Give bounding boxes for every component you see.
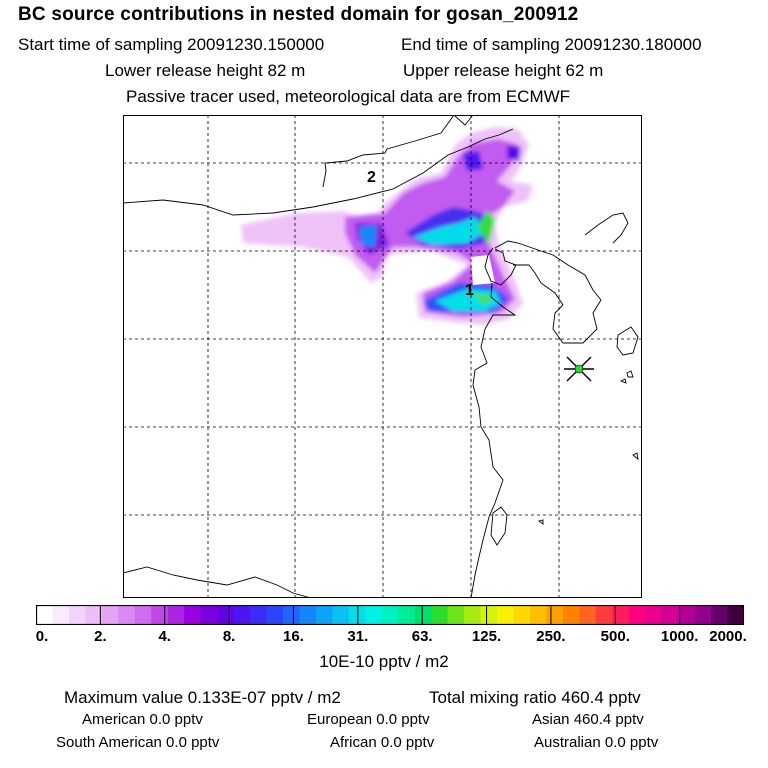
region-african: African 0.0 pptv	[330, 734, 435, 751]
upper-release-label: Upper release height 62 m	[403, 61, 604, 80]
colorbar-tick-label: 0.	[35, 628, 49, 645]
island-2	[619, 378, 627, 384]
plume-blue-north-2	[507, 145, 521, 161]
plume-green-south	[471, 293, 493, 305]
northeast-border	[453, 115, 474, 126]
colorbar-swatch	[250, 605, 268, 625]
colorbar-swatch	[299, 605, 317, 625]
clear-patch	[471, 255, 495, 285]
region-european: European 0.0 pptv	[307, 711, 430, 728]
colorbar-tick-label: 63.	[411, 628, 433, 645]
colorbar-swatch	[266, 605, 284, 625]
north-border	[322, 115, 455, 188]
colorbar-tick-label: 8.	[222, 628, 236, 645]
region-australian: Australian 0.0 pptv	[534, 734, 659, 751]
colorbar-unit: 10E-10 pptv / m2	[319, 652, 449, 671]
colorbar-swatch	[529, 605, 548, 625]
colorbar-swatch	[628, 605, 646, 625]
end-time-label: End time of sampling 20091230.180000	[401, 35, 702, 54]
region-south-american: South American 0.0 pptv	[56, 734, 220, 751]
colorbar-swatch	[282, 605, 301, 625]
map-border	[123, 115, 642, 598]
colorbar-swatch	[513, 605, 531, 625]
colorbar-swatch	[711, 605, 729, 625]
colorbar-swatch	[546, 605, 564, 625]
colorbar-swatch	[184, 605, 202, 625]
colorbar-swatch	[447, 605, 465, 625]
start-time-label: Start time of sampling 20091230.150000	[18, 35, 325, 54]
colorbar-tick-label: 250.	[536, 628, 566, 645]
colorbar-swatch	[217, 605, 235, 625]
map-grid	[123, 115, 642, 598]
map-plot: 1 2	[123, 115, 642, 598]
colorbar-swatch	[431, 605, 449, 625]
colorbar-swatch	[661, 605, 679, 625]
colorbar-swatch	[200, 605, 218, 625]
colorbar-tick-label: 500.	[600, 628, 630, 645]
taiwan	[490, 506, 508, 546]
colorbar-swatch	[36, 605, 54, 625]
colorbar-swatch	[381, 605, 399, 625]
colorbar-swatch	[595, 605, 613, 625]
colorbar-swatch	[118, 605, 136, 625]
colorbar-swatch	[365, 605, 383, 625]
colorbar-swatch	[612, 605, 630, 625]
colorbar-swatch	[134, 605, 152, 625]
colorbar-swatch	[167, 605, 185, 625]
island-4	[537, 519, 544, 525]
china-south-border	[123, 566, 312, 598]
colorbar-swatch	[151, 605, 169, 625]
coastlines	[123, 115, 639, 598]
colorbar-swatch	[233, 605, 251, 625]
island-3	[632, 452, 639, 461]
map-label-2: 2	[367, 169, 376, 186]
colorbar-tick-label: 31.	[347, 628, 369, 645]
colorbar-swatch	[645, 605, 663, 625]
korea-coast	[494, 240, 602, 344]
plume-blue-north	[463, 151, 483, 171]
colorbar-swatch	[398, 605, 416, 625]
colorbar-swatch	[678, 605, 696, 625]
lower-release-label: Lower release height 82 m	[105, 61, 306, 80]
region-american: American 0.0 pptv	[82, 711, 203, 728]
colorbar-swatch	[727, 605, 744, 625]
colorbar-swatch	[414, 605, 432, 625]
plume-cyan-south	[435, 289, 501, 311]
maximum-value: Maximum value 0.133E-07 pptv / m2	[64, 688, 341, 707]
colorbar-tick-label: 1000.	[660, 628, 699, 645]
colorbar-tick-label: 2000.	[709, 628, 747, 645]
colorbar-swatch	[497, 605, 515, 625]
map-label-1: 1	[465, 282, 474, 299]
japan-coast	[616, 326, 639, 356]
china-coast	[470, 247, 517, 598]
colorbar	[36, 605, 744, 625]
station-star-icon	[564, 356, 594, 382]
colorbar-swatch	[332, 605, 350, 625]
island-1	[626, 370, 634, 378]
tracer-note: Passive tracer used, meteorological data…	[126, 87, 571, 106]
colorbar-tick-label: 2.	[94, 628, 107, 645]
plume-blue-west	[359, 225, 377, 247]
colorbar-swatch	[68, 605, 86, 625]
colorbar-tick-label: 125.	[471, 628, 502, 645]
colorbar-tick-label: 16.	[283, 628, 304, 645]
plume-green	[477, 211, 495, 245]
korea-north	[584, 212, 629, 244]
colorbar-tick-label: 4.	[158, 628, 171, 645]
colorbar-swatch	[315, 605, 333, 625]
colorbar-swatch	[85, 605, 103, 625]
total-mixing-ratio: Total mixing ratio 460.4 pptv	[429, 688, 641, 707]
colorbar-swatch	[562, 605, 580, 625]
chart-title: BC source contributions in nested domain…	[18, 4, 579, 25]
region-asian: Asian 460.4 pptv	[532, 711, 644, 728]
colorbar-swatch	[480, 605, 498, 625]
colorbar-swatch	[52, 605, 70, 625]
colorbar-frame	[36, 605, 744, 625]
colorbar-swatch	[579, 605, 597, 625]
colorbar-swatch	[464, 605, 482, 625]
colorbar-swatch	[694, 605, 712, 625]
plume-cyan	[413, 217, 485, 245]
colorbar-swatch	[101, 605, 119, 625]
